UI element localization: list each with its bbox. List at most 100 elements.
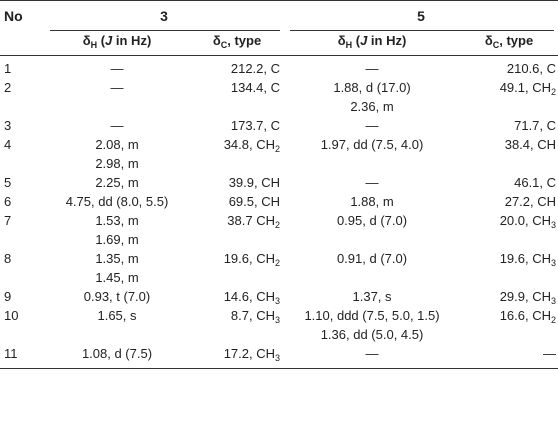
compound-3-label: 3 (160, 8, 168, 24)
cell-delta-c-5: 19.6, CH3 (499, 251, 557, 268)
cell-delta-c-3: 14.6, CH3 (223, 289, 281, 306)
table-row: 3 — 173.7, C — 71.7, C (0, 116, 558, 135)
table-row: 4 2.08, m 2.98, m 34.8, CH2 1.97, dd (7.5, 4… (0, 135, 558, 173)
cell-position-no: 1 (4, 61, 12, 76)
delta-h-5-value: 2.36, m (350, 99, 394, 114)
cell-delta-h-5: 1.88, m (284, 192, 460, 211)
cell-delta-h-5: — (284, 173, 460, 192)
delta-h-5-value: 1.97, dd (7.5, 4.0) (320, 137, 424, 152)
cell-delta-c-5: — (460, 344, 558, 369)
cell-delta-h-5: — (284, 56, 460, 79)
cell-delta-h-5: 1.97, dd (7.5, 4.0) (284, 135, 460, 173)
table-row: 9 0.93, t (7.0) 14.6, CH3 1.37, s 29.9, CH3 (0, 287, 558, 306)
delta-h-3-value: 1.69, m (95, 232, 139, 247)
delta-h-3-value: 0.93, t (7.0) (83, 289, 151, 304)
delta-h-3-value: 4.75, dd (8.0, 5.5) (65, 194, 169, 209)
delta-h-5-value: — (365, 61, 379, 76)
cell-delta-h-3: 1.35, m 1.45, m (44, 249, 190, 287)
cell-delta-h-3: 1.65, s (44, 306, 190, 344)
column-header-blank (0, 31, 44, 56)
cell-delta-c-5: 27.2, CH (504, 194, 557, 209)
delta-h-5-value: 0.95, d (7.0) (336, 213, 408, 228)
column-header-delta-c-5: δC, type (460, 31, 558, 56)
delta-h-3-value: 1.53, m (95, 213, 139, 228)
cell-position-no: 6 (4, 194, 12, 209)
delta-h-3-value: 1.35, m (95, 251, 139, 266)
cell-delta-c-3: 8.7, CH3 (230, 308, 281, 325)
column-header-delta-c-3: δC, type (190, 31, 285, 56)
cell-delta-c-3: 173.7, C (230, 118, 281, 133)
delta-h-5-value: 1.10, ddd (7.5, 5.0, 1.5) (304, 308, 440, 323)
cell-delta-c-5: 46.1, C (514, 175, 557, 190)
delta-h-3-value: 1.45, m (95, 270, 139, 285)
table-body: 1—212.2, C —210.6, C 2—134.4, C 1.88, d (17… (0, 56, 558, 369)
column-group-compound-3: 3 (44, 1, 284, 31)
delta-h-5-value: — (365, 346, 379, 361)
delta-h-3-value: — (110, 61, 124, 76)
delta-h-5-value: 1.88, m (350, 194, 394, 209)
delta-h-5-value: 1.88, d (17.0) (333, 80, 411, 95)
nmr-data-table: No 3 5 δH (J in Hz) δC, type δH (J in Hz… (0, 0, 558, 369)
delta-h-3-value: 2.25, m (95, 175, 139, 190)
column-header-delta-h-5: δH (J in Hz) (284, 31, 461, 56)
cell-delta-c-3: 19.6, CH2 (223, 251, 281, 268)
delta-h-3-value: — (110, 80, 124, 95)
cell-delta-c-3: 17.2, CH3 (190, 344, 285, 369)
cell-delta-h-3: — (44, 56, 190, 79)
cell-delta-c-5: 71.7, C (514, 118, 557, 133)
column-header-delta-h-3: δH (J in Hz) (44, 31, 190, 56)
delta-h-5-value: 0.91, d (7.0) (336, 251, 408, 266)
cell-position-no: 11 (0, 344, 44, 369)
cell-delta-h-3: 2.25, m (44, 173, 190, 192)
cell-position-no: 8 (4, 251, 12, 266)
cell-delta-c-3: 39.9, CH (228, 175, 281, 190)
delta-h-5-value: 1.37, s (352, 289, 392, 304)
cell-position-no: 4 (4, 137, 12, 152)
table-row: 10 1.65, s 8.7, CH3 1.10, ddd (7.5, 5.0, 1.… (0, 306, 558, 344)
cell-delta-h-3: 1.53, m 1.69, m (44, 211, 190, 249)
cell-position-no: 10 (4, 308, 19, 323)
cell-delta-h-5: 1.10, ddd (7.5, 5.0, 1.5) 1.36, dd (5.0, … (284, 306, 460, 344)
cell-delta-h-5: — (284, 116, 460, 135)
cell-delta-c-5: 29.9, CH3 (499, 289, 557, 306)
cell-delta-h-3: 0.93, t (7.0) (44, 287, 190, 306)
cell-delta-h-5: 1.88, d (17.0) 2.36, m (284, 78, 460, 116)
compound-5-label: 5 (417, 8, 425, 24)
cell-delta-c-5: 20.0, CH3 (499, 213, 557, 230)
column-header-no: No (4, 8, 23, 24)
table-row: 2 — 134.4, C 1.88, d (17.0) 2.36, m 49.1, CH2 (0, 78, 558, 116)
table-row: 6 4.75, dd (8.0, 5.5) 69.5, CH 1.88, m 27.2,… (0, 192, 558, 211)
table-row: 11 1.08, d (7.5) 17.2, CH3 — — (0, 344, 558, 369)
cell-delta-h-3: 2.08, m 2.98, m (44, 135, 190, 173)
cell-position-no: 5 (4, 175, 12, 190)
cell-delta-h-3: 1.08, d (7.5) (44, 344, 190, 369)
delta-h-3-value: 2.98, m (95, 156, 139, 171)
cell-delta-c-5: 210.6, C (506, 61, 557, 76)
cell-delta-h-3: — (44, 116, 190, 135)
cell-delta-h-5: — (284, 344, 461, 369)
delta-h-3-value: 1.08, d (7.5) (81, 346, 153, 361)
cell-delta-c-3: 38.7 CH2 (227, 213, 281, 230)
cell-delta-c-3: 212.2, C (230, 61, 281, 76)
table-row: 8 1.35, m 1.45, m 19.6, CH2 0.91, d (7.0) 19.… (0, 249, 558, 287)
delta-h-3-value: 1.65, s (97, 308, 137, 323)
cell-delta-h-5: 0.95, d (7.0) (284, 211, 460, 249)
cell-position-no: 7 (4, 213, 12, 228)
delta-h-3-value: — (110, 118, 124, 133)
delta-h-5-value: 1.36, dd (5.0, 4.5) (320, 327, 424, 342)
cell-delta-c-3: 34.8, CH2 (223, 137, 281, 154)
table-row: 5 2.25, m 39.9, CH — 46.1, C (0, 173, 558, 192)
delta-h-5-value: — (365, 118, 379, 133)
delta-h-5-value: — (365, 175, 379, 190)
cell-delta-h-3: 4.75, dd (8.0, 5.5) (44, 192, 190, 211)
column-group-compound-5: 5 (284, 1, 558, 31)
cell-delta-c-3: 134.4, C (230, 80, 281, 95)
cell-delta-c-5: 38.4, CH (504, 137, 557, 152)
cell-delta-h-5: 1.37, s (284, 287, 460, 306)
table-row: 7 1.53, m 1.69, m 38.7 CH2 0.95, d (7.0) 20.0… (0, 211, 558, 249)
cell-position-no: 2 (4, 80, 12, 95)
cell-delta-h-3: — (44, 78, 190, 116)
cell-position-no: 3 (4, 118, 12, 133)
cell-position-no: 9 (4, 289, 12, 304)
